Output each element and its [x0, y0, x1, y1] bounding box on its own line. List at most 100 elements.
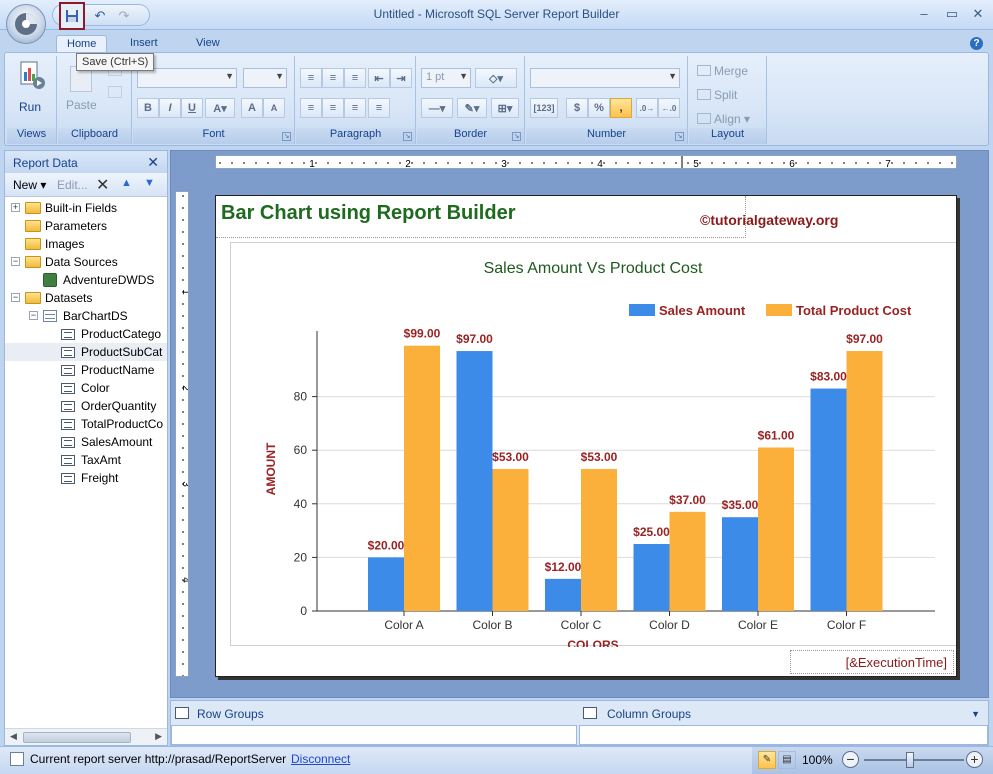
border-color-button[interactable]: ✎▾	[457, 98, 487, 118]
tree-item[interactable]: − BarChartDS	[5, 307, 167, 325]
border-dialog-launcher-icon[interactable]: ↘	[512, 132, 521, 141]
decrease-decimal-button[interactable]: ←.0	[658, 98, 680, 118]
align-middle-button[interactable]: ≡	[322, 68, 344, 88]
border-style-button[interactable]: —▾	[421, 98, 453, 118]
tree-item[interactable]: Freight	[5, 469, 167, 487]
font-dialog-launcher-icon[interactable]: ↘	[282, 132, 291, 141]
align-right-button[interactable]: ≡	[344, 98, 366, 118]
font-name-select[interactable]: ▼	[137, 68, 237, 88]
edit-button[interactable]: Edit...	[57, 178, 88, 192]
align-left-button[interactable]: ≡	[300, 98, 322, 118]
report-body[interactable]: Bar Chart using Report Builder ©tutorial…	[215, 195, 957, 677]
tree-item[interactable]: TotalProductCo	[5, 415, 167, 433]
tree-item[interactable]: Parameters	[5, 217, 167, 235]
currency-button[interactable]: $	[566, 98, 588, 118]
row-groups-list[interactable]	[171, 725, 577, 745]
align-button[interactable]: Align ▾	[697, 112, 750, 126]
comma-style-button[interactable]: ,	[610, 98, 632, 118]
copyright-text[interactable]: ©tutorialgateway.org	[700, 212, 839, 228]
bold-button[interactable]: B	[137, 98, 159, 118]
border-width-select[interactable]: 1 pt ▼	[421, 68, 471, 88]
tree-item[interactable]: SalesAmount	[5, 433, 167, 451]
font-size-select[interactable]: ▼	[243, 68, 287, 88]
shrink-font-button[interactable]: A	[263, 98, 285, 118]
split-icon	[697, 89, 711, 100]
redo-icon[interactable]: ↷	[118, 8, 130, 23]
align-center-button[interactable]: ≡	[322, 98, 344, 118]
delete-icon[interactable]: ✕	[96, 177, 110, 194]
chevron-down-icon[interactable]: ▼	[971, 709, 980, 719]
zoom-slider-thumb[interactable]	[906, 752, 914, 768]
grouping-pane: Row Groups Column Groups ▼	[170, 700, 989, 746]
number-dialog-launcher-icon[interactable]: ↘	[675, 132, 684, 141]
tree-item[interactable]: TaxAmt	[5, 451, 167, 469]
merge-button[interactable]: Merge	[697, 64, 748, 78]
app-menu-button[interactable]	[6, 4, 46, 44]
zoom-slider[interactable]	[864, 759, 964, 761]
tab-insert[interactable]: Insert	[130, 37, 158, 49]
italic-button[interactable]: I	[159, 98, 181, 118]
borders-button[interactable]: ⊞▾	[491, 98, 519, 118]
tree-item[interactable]: Images	[5, 235, 167, 253]
ruler-number: 1	[309, 159, 315, 169]
close-icon[interactable]: ✕	[972, 6, 984, 21]
bar-chart[interactable]: Sales Amount Vs Product Cost 0 20 40 60 80 $20…	[230, 242, 956, 647]
placeholder-format-button[interactable]: [123]	[530, 98, 558, 118]
tree-item[interactable]: + Built-in Fields	[5, 199, 167, 217]
design-view-icon[interactable]: ✎	[758, 751, 776, 769]
tree-item[interactable]: ProductSubCat	[5, 343, 167, 361]
run-button[interactable]: Run	[13, 60, 51, 116]
new-button[interactable]: New ▾	[13, 178, 47, 192]
zoom-out-icon[interactable]: −	[842, 751, 859, 768]
tree-item[interactable]: Color	[5, 379, 167, 397]
collapse-icon[interactable]: −	[11, 256, 20, 266]
tree-item[interactable]: − Datasets	[5, 289, 167, 307]
decrease-indent-button[interactable]: ⇤	[368, 68, 390, 88]
increase-decimal-button[interactable]: .0→	[636, 98, 658, 118]
tab-view[interactable]: View	[196, 37, 220, 49]
align-top-button[interactable]: ≡	[300, 68, 322, 88]
undo-icon[interactable]: ↶	[94, 8, 106, 23]
tab-home[interactable]: Home	[56, 35, 108, 53]
collapse-icon[interactable]: −	[29, 310, 38, 320]
column-groups-list[interactable]	[579, 725, 988, 745]
save-icon[interactable]	[59, 2, 85, 30]
close-icon[interactable]: ✕	[147, 154, 159, 170]
tree-item[interactable]: ProductCatego	[5, 325, 167, 343]
font-color-button[interactable]: A▾	[205, 98, 235, 118]
expand-icon[interactable]: +	[11, 202, 20, 212]
preview-view-icon[interactable]: ▤	[778, 751, 796, 769]
tree-item[interactable]: OrderQuantity	[5, 397, 167, 415]
help-icon[interactable]: ?	[970, 37, 983, 50]
align-bottom-button[interactable]: ≡	[344, 68, 366, 88]
x-tick-label: Color C	[561, 618, 602, 632]
move-down-icon[interactable]: ▼	[144, 177, 155, 189]
number-format-select[interactable]: ▼	[530, 68, 680, 88]
tree-item[interactable]: − Data Sources	[5, 253, 167, 271]
tree-item[interactable]: ProductName	[5, 361, 167, 379]
scroll-left-icon[interactable]: ◀	[10, 731, 17, 741]
scroll-right-icon[interactable]: ▶	[155, 731, 162, 741]
paragraph-dialog-launcher-icon[interactable]: ↘	[403, 132, 412, 141]
execution-time-textbox[interactable]: [&ExecutionTime]	[790, 650, 954, 674]
underline-button[interactable]: U	[181, 98, 203, 118]
scrollbar-thumb[interactable]	[23, 732, 131, 743]
disconnect-link[interactable]: Disconnect	[291, 752, 351, 766]
maximize-icon[interactable]: ▭	[945, 6, 959, 21]
title-textbox[interactable]: Bar Chart using Report Builder	[216, 196, 746, 238]
justify-button[interactable]: ≡	[368, 98, 390, 118]
increase-indent-button[interactable]: ⇥	[390, 68, 412, 88]
minimize-icon[interactable]: –	[920, 6, 928, 21]
split-button[interactable]: Split	[697, 88, 737, 102]
fill-color-button[interactable]: ◇▾	[475, 68, 517, 88]
collapse-icon[interactable]: −	[11, 292, 20, 302]
merge-icon	[697, 65, 711, 76]
grow-font-button[interactable]: A	[241, 98, 263, 118]
copy-icon[interactable]	[108, 86, 122, 98]
ruler-number: 3	[501, 159, 507, 169]
move-up-icon[interactable]: ▲	[121, 177, 132, 189]
zoom-in-icon[interactable]: +	[966, 751, 983, 768]
tree-item[interactable]: AdventureDWDS	[5, 271, 167, 289]
percent-button[interactable]: %	[588, 98, 610, 118]
horizontal-scrollbar[interactable]: ◀ ▶	[5, 728, 167, 745]
